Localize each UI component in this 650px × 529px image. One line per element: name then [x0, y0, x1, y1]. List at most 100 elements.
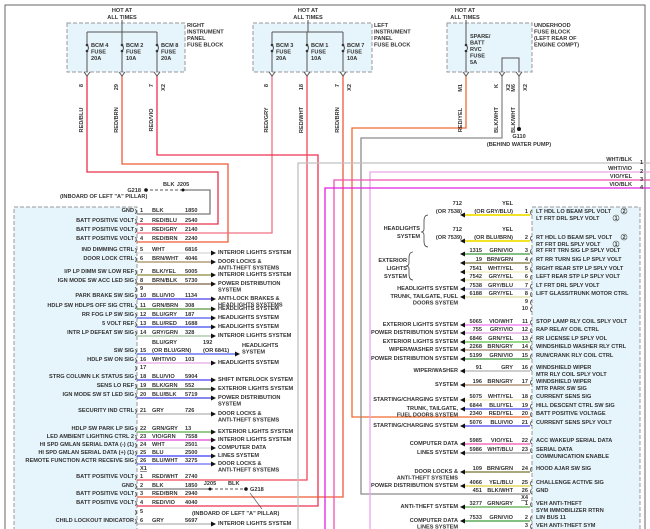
wire-color: BLU/RED: [152, 321, 177, 327]
destination-system: COMPUTER DATA: [410, 441, 458, 447]
wire-color: WHT/VIO: [608, 166, 633, 172]
destination-system: DOOR LOCKS &: [218, 259, 262, 265]
circuit-number: 2140: [185, 227, 197, 233]
pin-function-label: VEH ANTI-THEFT SYM: [536, 523, 596, 529]
fuse-block-title: LEFT: [374, 23, 389, 29]
wire-color: VIO/YEL: [610, 174, 633, 180]
wire-color: BLU/VIO: [152, 293, 175, 299]
connector-bracket: ): [135, 427, 137, 433]
wire-color: VIO/GRN: [152, 434, 176, 440]
arrow-icon: [211, 411, 216, 417]
wire-color: GRN/VIO: [489, 248, 513, 254]
pin-number: 21: [522, 420, 528, 426]
pin-function-label: SERIAL DATA: [536, 447, 573, 453]
fuse-terminal: [120, 49, 124, 53]
pin-function-label: INTR LP DEFEAT SW SIG: [67, 330, 134, 336]
connector-bracket: (: [530, 354, 532, 360]
fuse-terminal: [270, 43, 274, 47]
circuit-number: 6844: [470, 403, 483, 409]
arrow-icon: [211, 377, 216, 383]
fuse-connector-id: X2: [506, 84, 512, 91]
destination-system: INTERIOR LIGHTS SYSTEM: [218, 272, 292, 278]
circuit-number: 19: [476, 257, 482, 263]
pin-function-label: I/P LP DIMM SW LOW REF: [64, 269, 134, 275]
pin-number: 4: [140, 236, 144, 242]
wire-color-label: RED/BLU: [79, 108, 85, 133]
circuit-number: 712: [453, 227, 462, 233]
pin-number: 9: [525, 299, 528, 305]
pin-function-label: RUN/CRANK RLY COIL CTRL: [536, 353, 614, 359]
destination-system: ANTI-THEFT SYSTEMS: [218, 418, 279, 424]
fuse-terminal: [341, 43, 345, 47]
fuse-label: BCM 8: [161, 43, 178, 49]
pin-number: 1: [640, 160, 643, 166]
destination-system: ANTI-THEFT SYSTEMS: [397, 476, 458, 482]
pin-number: 10: [522, 306, 528, 312]
pin-function-label: WINDSHIELD WIPER: [536, 379, 591, 385]
fuse-label: FUSE: [470, 54, 485, 60]
circuit-number: 6188: [470, 291, 482, 297]
pin-function-label: BATT POSITIVE VOLT: [76, 218, 134, 224]
pin-number: 15: [522, 353, 528, 359]
wire-color: WHT/YEL: [488, 394, 514, 400]
hot-at-all-times-label: HOT AT: [112, 8, 133, 14]
pin-function-label: SECURITY IND CTRL: [78, 408, 134, 414]
connector-bracket: (: [530, 236, 532, 242]
circuit-number: 2268: [470, 344, 482, 350]
pin-number: 22: [522, 438, 528, 444]
pin-number: 19: [522, 403, 528, 409]
circuit-number: 5985: [470, 438, 482, 444]
arrow-icon: [211, 360, 216, 366]
pin-function-label: LIFT GLASS/TRUNK MOTOR CTRL: [536, 291, 629, 297]
pin-number: 18: [140, 374, 146, 380]
wire-color: BLU/GRY: [152, 312, 177, 318]
fuse-pin-number: 8: [79, 84, 85, 87]
pin-number: 3: [525, 523, 528, 529]
fuse-pin-number: 7: [149, 84, 155, 87]
connector-bracket: ): [135, 294, 137, 300]
fuse-block-title: PANEL: [187, 36, 206, 42]
fuse-label: BCM 2: [126, 43, 143, 49]
pin-function-label: SENS LO REF: [97, 383, 135, 389]
pin-function-label: RR FOG LP SW SIG: [82, 312, 134, 318]
wire-color: YEL/BLU: [489, 480, 513, 486]
connector-bracket: ): [135, 248, 137, 254]
arrow-icon: [211, 445, 216, 451]
circuit-number: 451: [473, 488, 482, 494]
wire-color: GRN/VIO: [489, 515, 513, 521]
destination-system: TRUNK, TAILGATE,: [407, 406, 459, 412]
wire-color: (OR BLU/GRN): [152, 348, 191, 354]
pin-function-label: CHALLENGE ACTIVE SIG: [536, 480, 604, 486]
arrow-icon: [460, 450, 465, 456]
arrow-icon: [211, 429, 216, 435]
connector-bracket: ): [135, 331, 137, 337]
wires-layer: [86, 76, 650, 529]
pin-function-label: LEFT REAR STP LP SPLY VOLT: [536, 274, 621, 280]
destination-system: ANTI-LOCK BRAKES &: [218, 296, 280, 302]
pin-function-label: HOOD AJAR SW SIG: [536, 466, 591, 472]
circuit-number: 3277: [470, 501, 482, 507]
circuit-number: 7533: [470, 515, 482, 521]
wire-color-label: RED/YEL: [458, 107, 464, 132]
destination-system: LIGHTS: [386, 266, 407, 272]
destination-system: DOOR LOCKS &: [218, 461, 262, 467]
fuse-pin-number: M1: [458, 84, 464, 92]
pin-number: 4: [640, 185, 644, 191]
connector-bracket: (: [530, 481, 532, 487]
fuse-pin-number: 29: [114, 84, 120, 90]
pin-number: 26: [140, 458, 146, 464]
fuse-terminal: [341, 49, 345, 53]
pin-number: 4: [140, 500, 144, 506]
pin-number: 16: [522, 365, 528, 371]
destination-system: TRUNK, TAILGATE, FUEL: [390, 294, 458, 300]
leader-line: [249, 492, 263, 510]
ground-label: G218: [250, 487, 264, 493]
wire-color: BLK/GRN: [152, 383, 177, 389]
fuse-block-title: FUSE BLOCK: [534, 30, 570, 36]
destination-system: SYSTEM: [242, 350, 265, 356]
circuit-number: 5005: [185, 269, 197, 275]
pin-function-label: HILL DESCENT CTRL SW SIG: [536, 403, 615, 409]
ground-g218-icon: [144, 188, 148, 192]
wire-color: RED/WHT: [152, 474, 179, 480]
destination-system: SYSTEM: [397, 234, 420, 240]
